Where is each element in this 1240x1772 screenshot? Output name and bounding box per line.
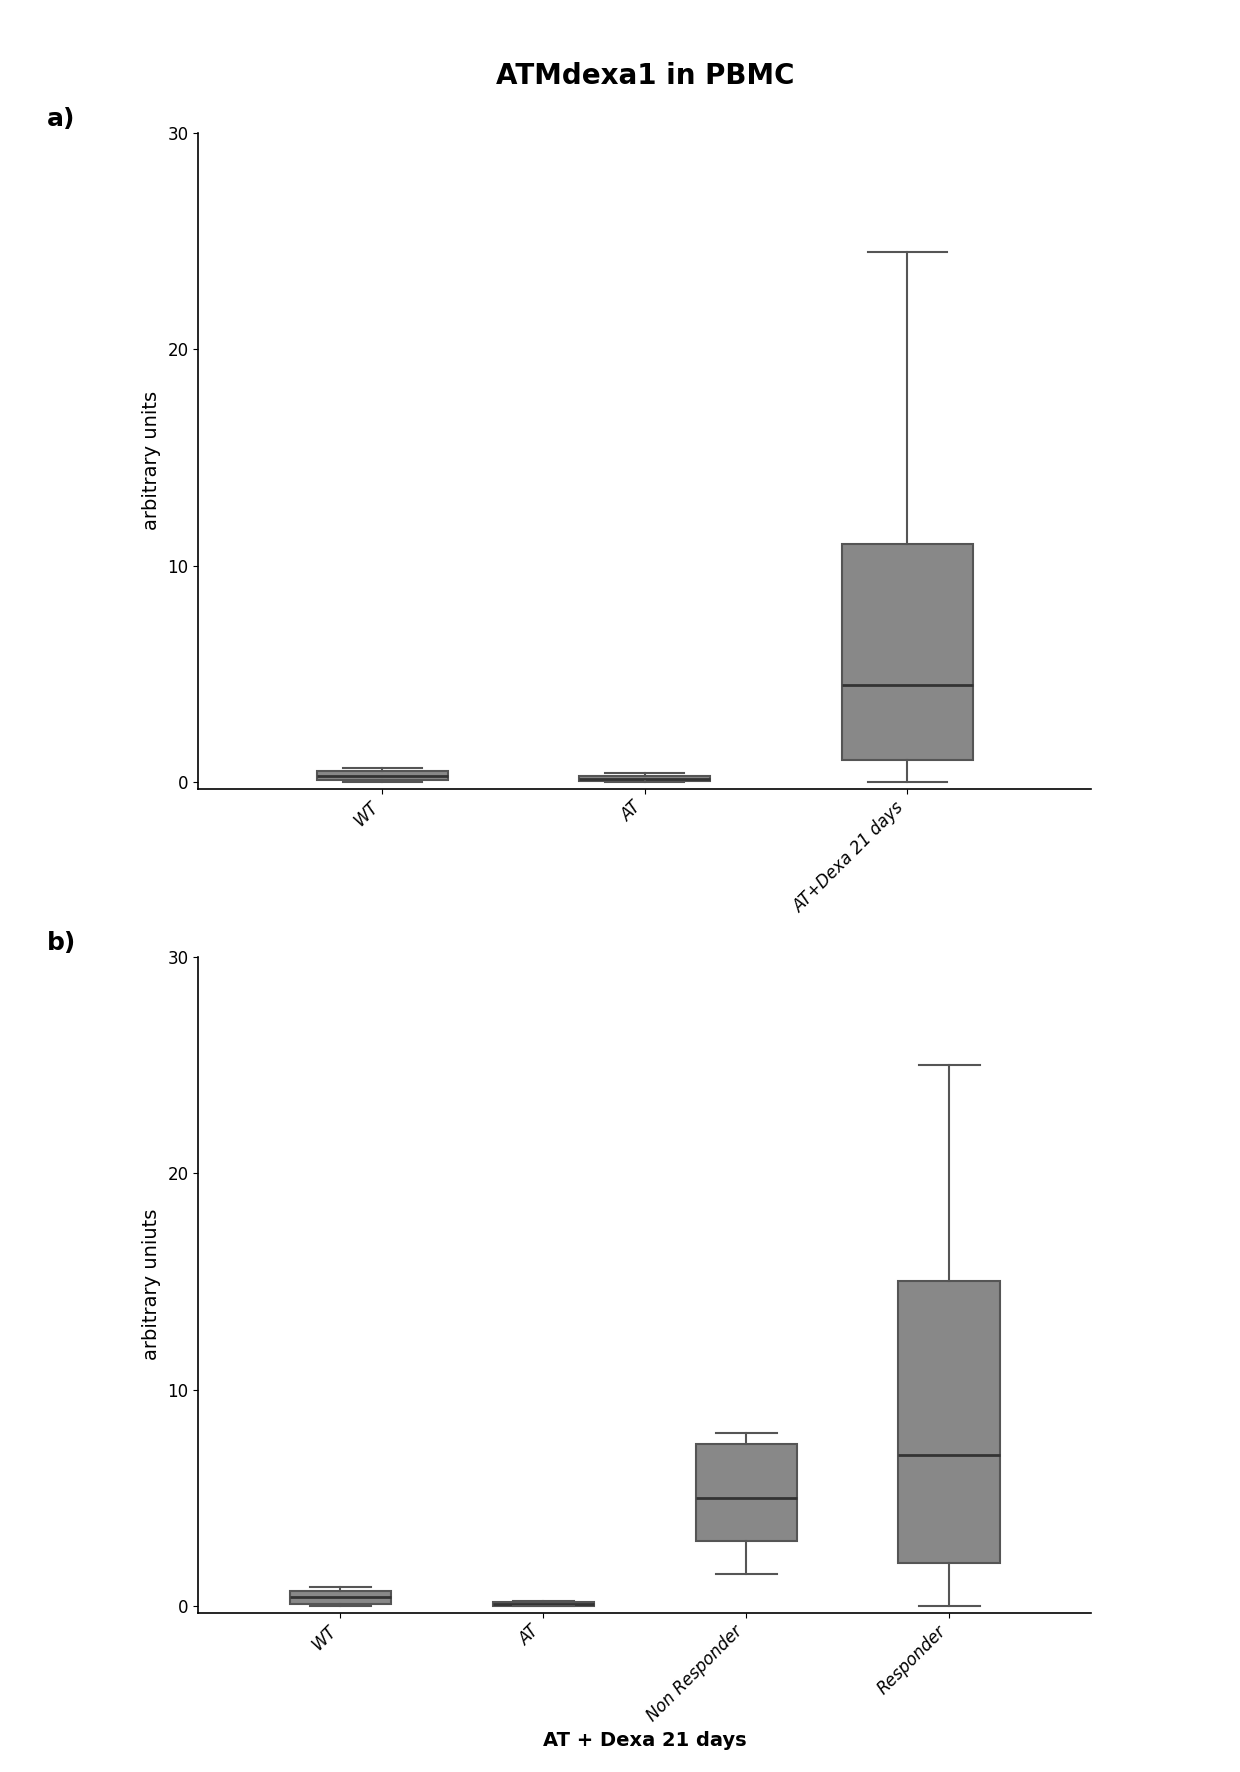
Y-axis label: arbitrary units: arbitrary units: [141, 392, 161, 530]
Text: ATMdexa1 in PBMC: ATMdexa1 in PBMC: [496, 62, 794, 90]
FancyBboxPatch shape: [696, 1444, 797, 1542]
FancyBboxPatch shape: [899, 1281, 999, 1563]
Y-axis label: arbitrary uniuts: arbitrary uniuts: [141, 1209, 161, 1361]
FancyBboxPatch shape: [492, 1602, 594, 1605]
FancyBboxPatch shape: [579, 776, 711, 781]
FancyBboxPatch shape: [316, 771, 448, 780]
Text: b): b): [47, 930, 76, 955]
FancyBboxPatch shape: [842, 544, 973, 760]
X-axis label: AT + Dexa 21 days: AT + Dexa 21 days: [543, 1731, 746, 1749]
Text: a): a): [47, 106, 74, 131]
FancyBboxPatch shape: [290, 1591, 391, 1604]
